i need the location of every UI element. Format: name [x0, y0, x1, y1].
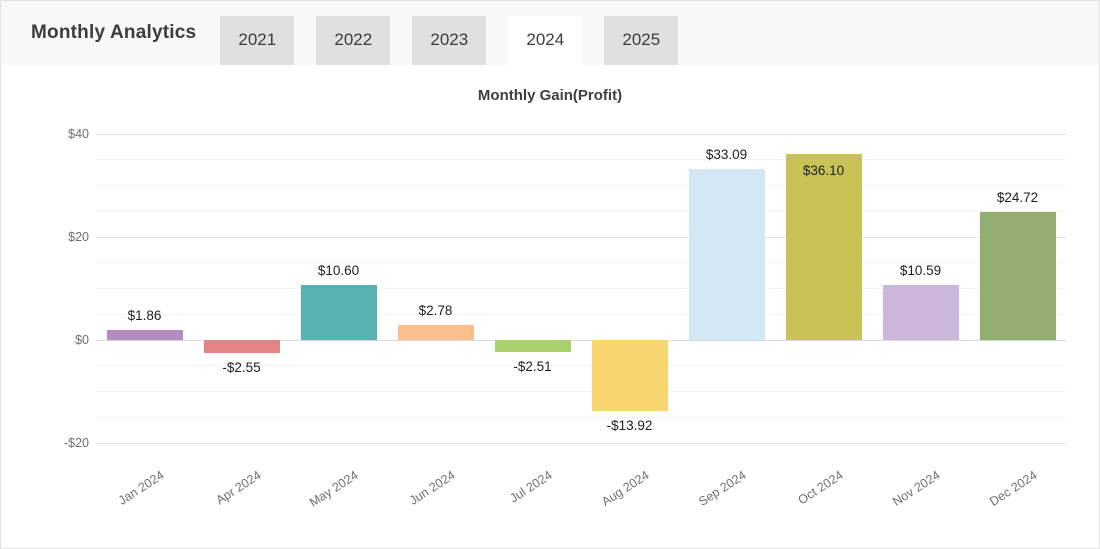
bar-value-label: $33.09 — [705, 147, 748, 163]
bar-sep-2024[interactable] — [688, 169, 765, 340]
x-axis-tick-label: Sep 2024 — [695, 468, 749, 509]
bar-value-label: -$2.51 — [513, 359, 552, 375]
tab-2024[interactable]: 2024 — [508, 16, 583, 65]
bar-value-label: $10.60 — [317, 262, 360, 278]
x-axis-tick-label: Dec 2024 — [986, 468, 1040, 509]
minor-gridline — [96, 185, 1066, 187]
minor-gridline — [96, 262, 1066, 264]
major-gridline — [96, 236, 1066, 238]
y-axis-tick-label: $20 — [68, 229, 89, 244]
x-axis-tick-label: Jun 2024 — [406, 468, 458, 508]
x-axis-tick-label: May 2024 — [306, 468, 361, 510]
bar-value-label: -$13.92 — [606, 418, 653, 434]
bar-value-label: $10.59 — [899, 263, 942, 279]
bar-jan-2024[interactable] — [106, 329, 183, 340]
bar-apr-2024[interactable] — [203, 339, 280, 353]
page-title: Monthly Analytics — [31, 22, 197, 43]
tab-2021[interactable]: 2021 — [220, 16, 295, 65]
chart-title: Monthly Gain(Profit) — [477, 87, 623, 104]
minor-gridline — [96, 365, 1066, 367]
bar-aug-2024[interactable] — [591, 339, 668, 412]
bar-value-label: $1.86 — [127, 307, 162, 323]
x-axis-tick-label: Jan 2024 — [115, 468, 167, 508]
header-bar: Monthly Analytics 2021 2022 2023 2024 2025 — [1, 1, 1099, 65]
x-axis-tick-label: Oct 2024 — [794, 468, 846, 508]
tab-2022[interactable]: 2022 — [316, 16, 391, 65]
year-tabs: 2021 2022 2023 2024 2025 — [220, 1, 679, 65]
bar-dec-2024[interactable] — [979, 212, 1056, 340]
bar-oct-2024[interactable] — [785, 153, 862, 340]
bar-may-2024[interactable] — [300, 284, 377, 340]
bar-value-label: -$2.55 — [222, 359, 261, 375]
bar-value-label: $24.72 — [996, 190, 1039, 206]
bar-jul-2024[interactable] — [494, 339, 571, 353]
tab-2025[interactable]: 2025 — [604, 16, 679, 65]
major-gridline — [96, 133, 1066, 135]
x-axis-tick-label: Nov 2024 — [889, 468, 943, 509]
y-axis-tick-label: -$20 — [63, 435, 89, 450]
tab-2023[interactable]: 2023 — [412, 16, 487, 65]
x-axis-tick-label: Jul 2024 — [506, 468, 555, 506]
y-axis-tick-label: $0 — [75, 332, 89, 347]
x-axis-tick-label: Apr 2024 — [212, 468, 264, 508]
y-axis-tick-label: $40 — [68, 126, 89, 141]
minor-gridline — [96, 159, 1066, 161]
bar-jun-2024[interactable] — [397, 325, 474, 340]
minor-gridline — [96, 210, 1066, 212]
bar-value-label: $2.78 — [418, 303, 453, 319]
major-gridline — [96, 442, 1066, 444]
x-axis-tick-label: Aug 2024 — [598, 468, 652, 509]
minor-gridline — [96, 416, 1066, 418]
minor-gridline — [96, 391, 1066, 393]
bar-nov-2024[interactable] — [882, 285, 959, 340]
